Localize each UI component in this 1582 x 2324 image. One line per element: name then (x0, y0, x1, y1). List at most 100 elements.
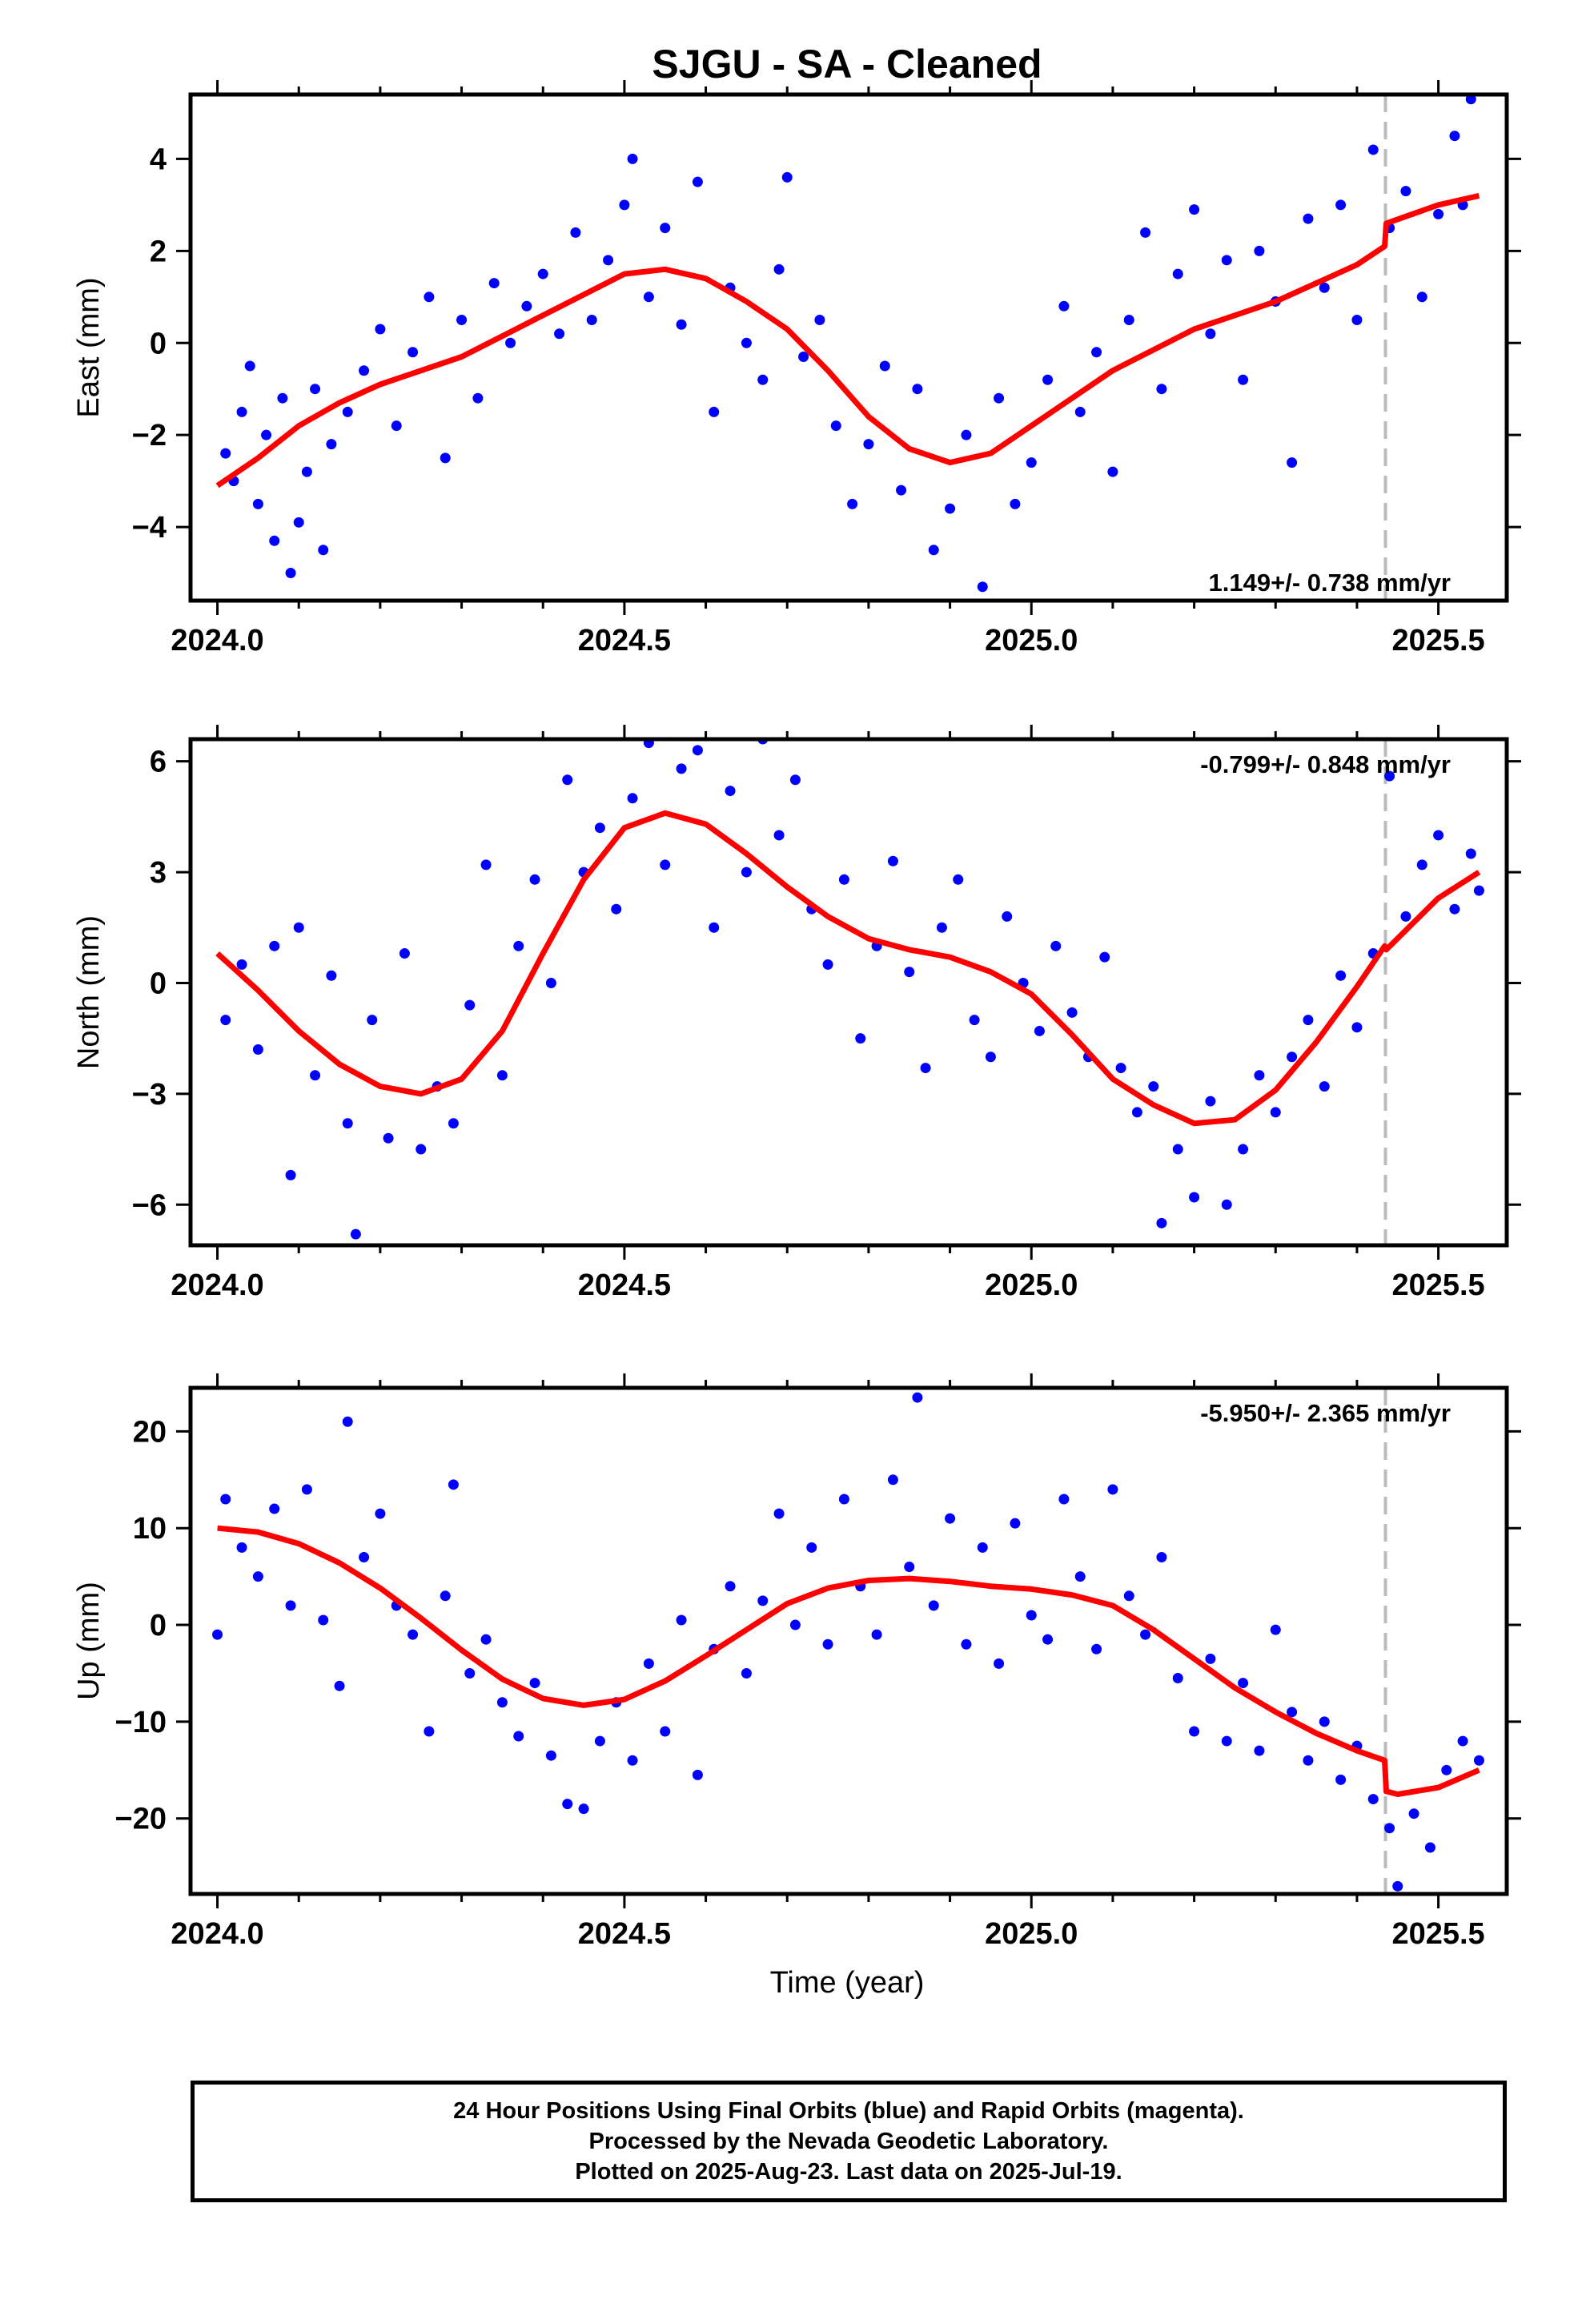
y-tick-label: −2 (132, 419, 167, 452)
data-point (936, 922, 947, 933)
data-point (920, 1063, 931, 1074)
data-point (1433, 208, 1444, 219)
plot-frame (188, 1385, 1509, 1896)
x-tick-label: 2025.0 (985, 1269, 1078, 1302)
data-point (1335, 970, 1347, 981)
data-point (1319, 282, 1330, 293)
data-point (408, 1629, 419, 1640)
data-point (252, 498, 263, 509)
data-point (545, 977, 556, 988)
data-point (1287, 1051, 1298, 1063)
data-point (261, 429, 272, 440)
y-tick-label: −6 (132, 1188, 167, 1222)
data-point (627, 153, 638, 164)
data-point (660, 1726, 671, 1737)
panel-north: 2024.0 2024.5 2025.0 2025.5 6 3 0 −3 −6 North (mm… (72, 725, 1521, 1302)
model-curve (215, 192, 1480, 489)
data-point (1254, 1070, 1265, 1081)
data-point (367, 1015, 378, 1026)
data-point (1254, 245, 1265, 256)
data-point (1270, 1107, 1281, 1118)
data-point (1287, 457, 1298, 468)
data-point (448, 1479, 459, 1490)
data-point (1473, 885, 1484, 896)
data-point (496, 1697, 508, 1708)
data-point (1026, 457, 1037, 468)
data-point (236, 959, 247, 970)
y-tick-label: 3 (150, 856, 167, 890)
x-tick-label: 2024.5 (578, 1917, 671, 1951)
data-point (1026, 1610, 1037, 1621)
data-point (961, 1638, 972, 1650)
data-point (928, 545, 939, 556)
x-tick-label: 2025.5 (1391, 624, 1484, 657)
data-point (554, 328, 565, 340)
y-tick-label: −4 (132, 511, 167, 545)
data-point (643, 739, 654, 749)
data-point (725, 786, 736, 797)
data-point (798, 351, 809, 362)
data-point (1107, 466, 1118, 477)
data-point (1058, 1494, 1070, 1505)
data-point (1303, 1015, 1314, 1026)
plot-frame (188, 737, 1509, 1248)
data-point (1058, 300, 1070, 312)
data-point (1074, 1571, 1086, 1582)
data-point (359, 1551, 370, 1562)
data-point (871, 1629, 882, 1640)
data-point (285, 1600, 296, 1611)
data-point (627, 793, 638, 804)
data-point (1424, 1842, 1435, 1853)
data-point (676, 319, 687, 330)
data-point (1449, 903, 1460, 915)
data-point (1238, 1144, 1249, 1155)
data-point (1010, 1518, 1021, 1529)
data-point (1131, 1107, 1142, 1118)
data-point (464, 999, 476, 1011)
data-point (912, 1392, 923, 1403)
data-point (1148, 1081, 1159, 1092)
x-tick-label: 2024.5 (578, 1269, 671, 1302)
data-point (440, 1590, 451, 1602)
data-point (814, 315, 825, 326)
data-point (945, 1513, 956, 1524)
data-point (1465, 94, 1476, 105)
data-point (1172, 1673, 1183, 1684)
data-point (643, 1658, 654, 1669)
data-point (1099, 951, 1110, 963)
data-point (1449, 131, 1460, 142)
data-point (855, 1033, 866, 1044)
data-point (741, 337, 752, 348)
data-point (326, 970, 337, 981)
data-point (1441, 1764, 1452, 1775)
data-point (318, 545, 329, 556)
y-tick-label: −20 (115, 1803, 167, 1836)
data-point (806, 1542, 817, 1553)
data-point (789, 774, 801, 786)
data-point (1010, 498, 1021, 509)
data-point (977, 1542, 988, 1553)
data-point (1465, 848, 1476, 859)
data-point (1205, 1653, 1216, 1664)
data-point (269, 940, 280, 951)
data-point (1123, 315, 1134, 326)
data-point (1042, 374, 1054, 385)
data-point (757, 374, 769, 385)
data-point (310, 384, 321, 395)
y-tick-label: −10 (115, 1706, 167, 1739)
data-point (301, 1484, 312, 1495)
data-point (334, 1680, 345, 1691)
data-point (269, 1503, 280, 1514)
y-tick-label: 20 (133, 1415, 167, 1449)
y-tick-label: 0 (150, 1609, 167, 1642)
data-point (822, 1638, 833, 1650)
data-point (375, 1508, 386, 1519)
data-point (961, 429, 972, 440)
data-point (1319, 1081, 1330, 1092)
data-point (773, 263, 785, 275)
data-point (1408, 1808, 1419, 1819)
data-point (822, 959, 833, 970)
data-point (277, 392, 288, 404)
y-tick-label: 4 (150, 143, 167, 176)
